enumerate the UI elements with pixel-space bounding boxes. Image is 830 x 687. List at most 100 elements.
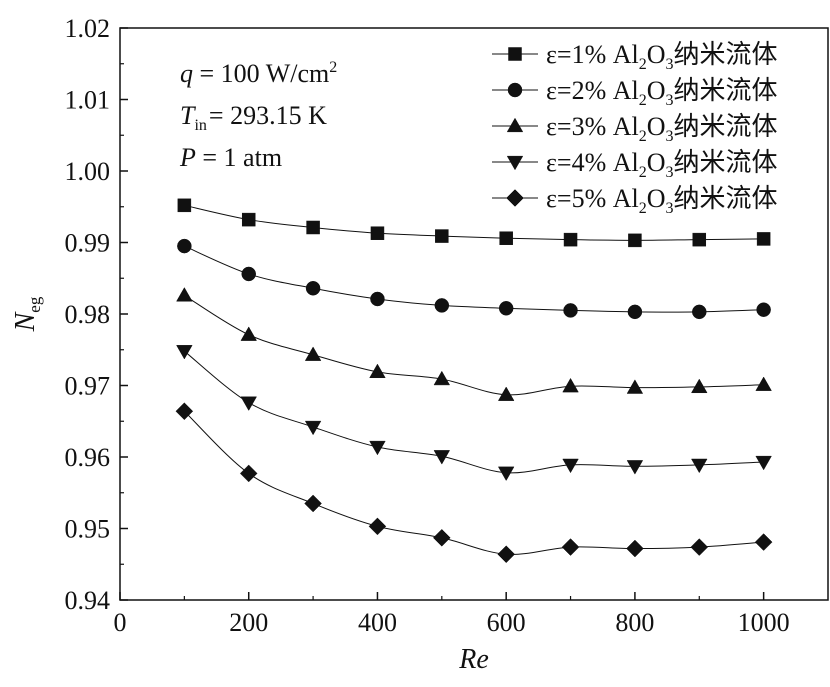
y-tick-label: 1.02 (65, 14, 111, 43)
data-point (498, 301, 514, 316)
data-point (563, 232, 578, 247)
data-point (755, 455, 772, 471)
series-2 (177, 238, 771, 320)
data-point (176, 287, 193, 302)
annotation-p: P = 1 atm (179, 143, 282, 172)
data-point (305, 281, 321, 296)
legend-label: ε=2% Al2O3纳米流体 (546, 76, 778, 109)
series-4 (176, 345, 772, 482)
legend-item: ε=4% Al2O3纳米流体 (492, 148, 778, 181)
data-point (241, 266, 256, 282)
data-point (692, 232, 707, 247)
data-point (435, 229, 449, 243)
data-point (369, 363, 386, 379)
data-point (626, 460, 644, 475)
data-point (370, 226, 385, 240)
data-point (433, 450, 451, 465)
data-point (306, 220, 320, 235)
y-tick-label: 0.95 (65, 515, 111, 544)
data-point (755, 376, 772, 391)
data-point (691, 458, 708, 474)
svg-text:Neg: Neg (10, 296, 44, 332)
x-tick-label: 200 (229, 608, 268, 637)
x-tick-label: 1000 (738, 608, 790, 637)
data-point (304, 494, 322, 513)
series-layer (175, 198, 773, 564)
legend-marker (506, 117, 524, 133)
data-point (370, 291, 385, 307)
data-point (175, 402, 194, 421)
data-point (563, 303, 578, 318)
y-tick-label: 0.97 (65, 372, 111, 401)
data-point (177, 198, 192, 213)
legend-item: ε=3% Al2O3纳米流体 (492, 112, 778, 145)
data-point (368, 517, 387, 536)
x-tick-label: 0 (114, 608, 127, 637)
data-point (756, 232, 771, 246)
data-point (497, 545, 515, 564)
data-point (177, 238, 192, 254)
x-axis-label: Re (458, 644, 489, 675)
annotations: q = 100 W/cm2 Tin= 293.15 K P = 1 atm (179, 59, 337, 172)
data-point (626, 539, 644, 558)
data-point (756, 302, 771, 317)
data-point (754, 533, 773, 551)
series-5 (175, 402, 773, 564)
data-point (562, 458, 579, 474)
data-point (692, 304, 707, 320)
series-line (184, 204, 764, 241)
x-tick-label: 400 (358, 608, 397, 637)
series-3 (176, 287, 772, 401)
data-point (562, 377, 579, 393)
data-point (691, 378, 708, 394)
data-point (369, 440, 386, 456)
y-axis-label-main: N (10, 311, 41, 332)
data-point (433, 370, 451, 386)
legend-marker (506, 189, 524, 207)
data-point (497, 466, 515, 482)
legend-label: ε=4% Al2O3纳米流体 (546, 148, 778, 181)
data-point (628, 233, 642, 248)
data-point (240, 396, 257, 411)
y-tick-label: 1.00 (65, 157, 111, 186)
y-axis-label: Neg (10, 296, 44, 332)
legend-label: ε=5% Al2O3纳米流体 (546, 184, 778, 217)
data-point (499, 231, 513, 245)
series-line (184, 410, 764, 555)
annotation-q: q = 100 W/cm2 (180, 59, 337, 88)
legend-item: ε=1% Al2O3纳米流体 (492, 40, 778, 73)
data-point (239, 464, 258, 483)
data-point (433, 528, 451, 547)
data-point (690, 538, 709, 556)
data-point (304, 346, 322, 361)
legend-marker (506, 155, 524, 171)
x-axis: 0 200 400 600 800 1000 (114, 592, 790, 637)
y-axis-label-sub: eg (25, 296, 44, 313)
legend-marker (508, 47, 522, 61)
data-point (304, 420, 322, 436)
annotation-tin: Tin= 293.15 K (180, 101, 327, 134)
data-point (626, 379, 644, 394)
y-tick-label: 0.99 (65, 229, 111, 258)
legend-item: ε=2% Al2O3纳米流体 (492, 76, 778, 109)
legend-marker (507, 82, 523, 98)
x-tick-label: 800 (615, 608, 654, 637)
legend-item: ε=5% Al2O3纳米流体 (492, 184, 778, 217)
y-axis: 0.94 0.95 0.96 0.97 0.98 0.99 1.00 1.01 1.02 (65, 14, 128, 615)
data-point (497, 386, 515, 401)
y-tick-label: 0.96 (65, 443, 111, 472)
data-point (241, 212, 256, 227)
series-line (184, 350, 764, 474)
y-tick-label: 1.01 (65, 86, 111, 115)
legend-label: ε=1% Al2O3纳米流体 (546, 40, 778, 73)
series-line (184, 245, 764, 313)
data-point (240, 326, 257, 341)
series-1 (177, 198, 771, 248)
y-tick-label: 0.98 (65, 300, 111, 329)
y-tick-label: 0.94 (65, 586, 111, 615)
data-point (434, 298, 450, 313)
series-line (184, 294, 764, 396)
data-point (561, 538, 580, 556)
